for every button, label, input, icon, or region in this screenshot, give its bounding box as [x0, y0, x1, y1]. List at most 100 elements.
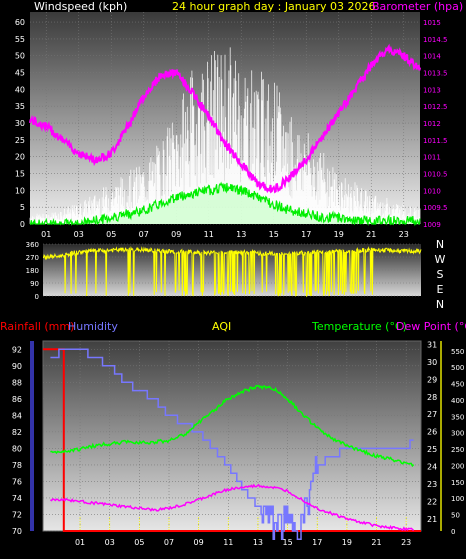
windspeed-tick-label: 15 [15, 170, 25, 179]
aqi-tick-label: 350 [451, 413, 464, 421]
windspeed-tick-label: 35 [15, 102, 25, 111]
barometer-axis-title: Barometer (hpa) [372, 0, 463, 13]
barometer-tick-label: 1010 [423, 187, 441, 195]
panel1-hour-tick-label: 07 [139, 230, 149, 239]
panel3-hour-tick-label: 07 [164, 538, 174, 547]
panel1-hour-tick-label: 21 [366, 230, 376, 239]
aqi-tick-label: 0 [451, 528, 455, 536]
rainfall-series [43, 348, 421, 532]
aqi-tick-label: 100 [451, 495, 464, 503]
barometer-tick-label: 1009.5 [423, 204, 448, 212]
temperature-tick-label: 31 [427, 340, 437, 349]
windspeed-tick-label: 40 [15, 85, 25, 94]
aqi-tick-label: 400 [451, 397, 464, 405]
temperature-tick-label: 26 [427, 428, 437, 437]
temperature-tick-label: 21 [427, 515, 437, 524]
panel3-hour-tick-label: 13 [253, 538, 263, 547]
aqi-tick-label: 500 [451, 364, 464, 372]
panel3-hour-tick-label: 21 [371, 538, 381, 547]
barometer-tick-label: 1014 [423, 53, 441, 61]
panel1-hour-tick-label: 13 [236, 230, 246, 239]
dewpoint-legend-label: Dew Point (°C) [396, 320, 466, 333]
temperature-tick-label: 30 [427, 358, 437, 367]
barometer-series [29, 43, 421, 194]
windspeed-tick-label: 25 [15, 136, 25, 145]
humidity-tick-label: 72 [12, 510, 22, 519]
aqi-legend-label: AQI [212, 320, 231, 333]
barometer-tick-label: 1010.5 [423, 171, 448, 179]
temperature-tick-label: 29 [427, 375, 437, 384]
temperature-tick-label: 25 [427, 445, 437, 454]
compass-label: N [436, 238, 444, 251]
temperature-tick-label: 24 [427, 463, 437, 472]
panel3-hour-tick-label: 11 [223, 538, 233, 547]
humidity-legend-label: Humidity [68, 320, 118, 333]
direction-tick-label: 180 [26, 267, 39, 275]
aqi-tick-label: 50 [451, 512, 460, 520]
aqi-tick-label: 450 [451, 381, 464, 389]
panel1-hour-tick-label: 11 [204, 230, 214, 239]
panel3-hour-tick-label: 01 [75, 538, 85, 547]
panel1-hour-tick-label: 05 [106, 230, 116, 239]
aqi-tick-label: 150 [451, 479, 464, 487]
windspeed-tick-label: 0 [20, 220, 25, 229]
panel1-hour-tick-label: 15 [269, 230, 279, 239]
panel1-hour-tick-label: 19 [334, 230, 344, 239]
humidity-tick-label: 78 [12, 461, 22, 470]
panel1-hour-tick-label: 17 [301, 230, 311, 239]
direction-tick-label: 0 [35, 293, 39, 301]
temperature-tick-label: 28 [427, 393, 437, 402]
windspeed-tick-label: 10 [15, 186, 25, 195]
panel3-hour-tick-label: 09 [194, 538, 204, 547]
aqi-tick-label: 300 [451, 430, 464, 438]
panel1-hour-tick-label: 09 [171, 230, 181, 239]
temperature-tick-label: 22 [427, 497, 437, 506]
humidity-tick-label: 76 [12, 477, 22, 486]
humidity-axis-bar [30, 341, 34, 531]
temperature-legend-label: Temperature (°C) [311, 320, 407, 333]
direction-tick-label: 90 [30, 280, 39, 288]
windspeed-tick-label: 55 [15, 35, 25, 44]
humidity-tick-label: 92 [12, 345, 22, 354]
barometer-tick-label: 1015 [423, 19, 441, 27]
compass-label: S [437, 268, 444, 281]
humidity-tick-label: 84 [12, 411, 22, 420]
panel3-hour-tick-label: 15 [282, 538, 292, 547]
compass-label: E [437, 283, 444, 296]
humidity-tick-label: 74 [12, 494, 22, 503]
barometer-tick-label: 1009 [423, 221, 441, 229]
temperature-tick-label: 27 [427, 410, 437, 419]
panel3-hour-tick-label: 19 [342, 538, 352, 547]
panel1-hour-tick-label: 01 [41, 230, 51, 239]
humidity-tick-label: 80 [12, 444, 22, 453]
panel3-hour-tick-label: 05 [134, 538, 144, 547]
panel3-hour-tick-label: 17 [312, 538, 322, 547]
rainfall-legend-label: Rainfall (mm) [0, 320, 74, 333]
windspeed-axis-title: Windspeed (kph) [34, 0, 127, 13]
barometer-tick-label: 1012.5 [423, 103, 448, 111]
windspeed-tick-label: 45 [15, 69, 25, 78]
graph-title: 24 hour graph day : January 03 2026 [172, 0, 376, 13]
barometer-tick-label: 1013.5 [423, 70, 448, 78]
panel1-hour-tick-label: 03 [74, 230, 84, 239]
humidity-tick-label: 70 [12, 527, 22, 536]
barometer-tick-label: 1012 [423, 120, 441, 128]
wind-average-series [29, 181, 421, 227]
aqi-tick-label: 550 [451, 348, 464, 356]
panel3-plot-area [43, 341, 421, 531]
windspeed-series [29, 47, 421, 224]
humidity-tick-label: 82 [12, 428, 22, 437]
temperature-tick-label: 23 [427, 480, 437, 489]
windspeed-tick-label: 30 [15, 119, 25, 128]
humidity-tick-label: 88 [12, 378, 22, 387]
panel1-hour-tick-label: 23 [399, 230, 409, 239]
compass-label: W [435, 253, 446, 266]
panel3-hour-tick-label: 23 [401, 538, 411, 547]
compass-label: N [436, 298, 444, 311]
barometer-tick-label: 1013 [423, 86, 441, 94]
barometer-tick-label: 1014.5 [423, 36, 448, 44]
humidity-tick-label: 86 [12, 395, 22, 404]
barometer-tick-label: 1011.5 [423, 137, 448, 145]
windspeed-tick-label: 50 [15, 52, 25, 61]
